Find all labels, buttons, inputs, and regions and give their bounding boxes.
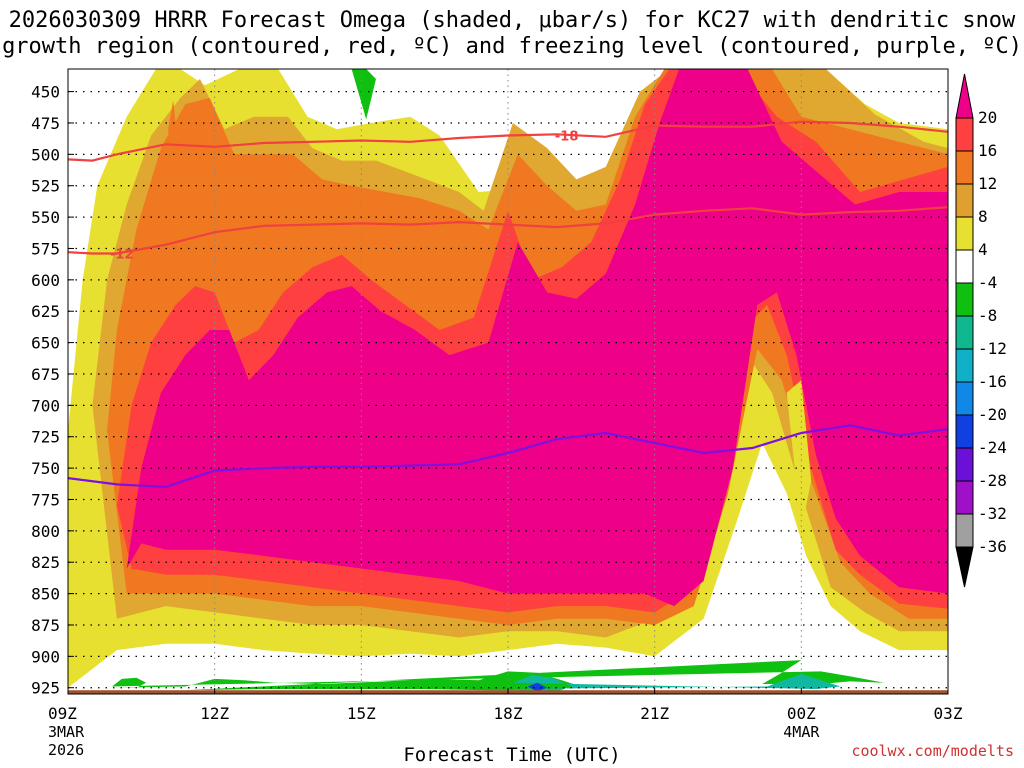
ytick-label-750: 750: [31, 459, 60, 478]
xtick-label-00Z: 00Z: [787, 704, 816, 723]
ytick-label-625: 625: [31, 302, 60, 321]
contour-label-minus-18: -18: [555, 130, 579, 145]
colorbar-box-8: [955, 348, 974, 383]
dgz-minus-12-line: [68, 206, 948, 255]
colorbar-label-13: -36: [978, 537, 1007, 556]
chart-title-line1: 2026030309 HRRR Forecast Omega (shaded, …: [8, 8, 1016, 33]
temperature-contours: -18 -12: [68, 120, 948, 489]
dgz-minus-18-line: [68, 120, 948, 162]
omega-region-6: [512, 673, 841, 693]
xtick-label-03Z: 03Z: [934, 704, 963, 723]
omega-region-4: [126, 69, 948, 607]
colorbar-top-triangle: [955, 73, 974, 119]
colorbar-label-0: 20: [978, 108, 997, 127]
ytick-label-925: 925: [31, 679, 60, 698]
ytick-label-700: 700: [31, 396, 60, 415]
xtick-label-12Z: 12Z: [200, 704, 229, 723]
ytick-label-825: 825: [31, 553, 60, 572]
xtick-sublabel-00Z: 4MAR: [783, 723, 820, 741]
colorbar-box-3: [955, 183, 974, 218]
colorbar-box-9: [955, 381, 974, 416]
x-axis-title: Forecast Time (UTC): [403, 744, 621, 766]
colorbar-label-12: -32: [978, 504, 1007, 523]
xtick-year-09Z: 2026: [48, 741, 84, 759]
colorbar-box-7: [955, 315, 974, 350]
chart-title-line2: growth region (contoured, red, ºC) and f…: [2, 34, 1022, 59]
omega-colorbar: 20 16 12 8 4 -4 -8 -12 -16 -20 -24 -28 -32 -36: [955, 73, 1007, 588]
ytick-label-600: 600: [31, 271, 60, 290]
freezing-level-line: [68, 424, 948, 489]
colorbar-box-1: [955, 117, 974, 152]
ytick-label-675: 675: [31, 365, 60, 384]
colorbar-box-5: [955, 249, 974, 284]
colorbar-label-4: 4: [978, 240, 988, 259]
xtick-label-15Z: 15Z: [347, 704, 376, 723]
ytick-label-850: 850: [31, 585, 60, 604]
xtick-label-09Z: 09Z: [48, 704, 77, 723]
omega-feature-3: [786, 380, 812, 531]
colorbar-label-10: -24: [978, 438, 1007, 457]
omega-feature-0: [351, 69, 376, 120]
omega-region-7: [527, 682, 548, 692]
colorbar-label-11: -28: [978, 471, 1007, 490]
ytick-label-725: 725: [31, 428, 60, 447]
colorbar-box-10: [955, 414, 974, 449]
omega-feature-1: [168, 100, 177, 205]
colorbar-box-6: [955, 282, 974, 317]
colorbar-box-12: [955, 480, 974, 515]
colorbar-label-7: -12: [978, 339, 1007, 358]
colorbar-label-6: -8: [978, 306, 997, 325]
colorbar-bottom-triangle: [955, 546, 974, 588]
ytick-label-650: 650: [31, 334, 60, 353]
colorbar-box-11: [955, 447, 974, 482]
colorbar-box-13: [955, 513, 974, 548]
ytick-label-800: 800: [31, 522, 60, 541]
colorbar-label-9: -20: [978, 405, 1007, 424]
xtick-label-18Z: 18Z: [494, 704, 523, 723]
ytick-label-550: 550: [31, 208, 60, 227]
source-credit: coolwx.com/modelts: [851, 742, 1014, 760]
contour-label-minus-12: -12: [110, 247, 134, 262]
ytick-label-475: 475: [31, 114, 60, 133]
colorbar-box-2: [955, 150, 974, 185]
colorbar-label-2: 12: [978, 174, 997, 193]
ytick-label-900: 900: [31, 647, 60, 666]
xtick-label-21Z: 21Z: [640, 704, 669, 723]
ytick-label-500: 500: [31, 145, 60, 164]
ytick-label-575: 575: [31, 239, 60, 258]
colorbar-label-8: -16: [978, 372, 1007, 391]
pressure-tick-labels: 450 475 500 525 550 575 600 625 650 675 700 725 750 7…: [31, 83, 74, 698]
ytick-label-775: 775: [31, 490, 60, 509]
ytick-label-450: 450: [31, 83, 60, 102]
ytick-label-875: 875: [31, 616, 60, 635]
colorbar-box-4: [955, 216, 974, 251]
colorbar-label-1: 16: [978, 141, 997, 160]
xtick-sublabel-09Z: 3MAR: [48, 723, 85, 741]
omega-region-5: [112, 660, 885, 691]
ytick-label-525: 525: [31, 177, 60, 196]
colorbar-label-3: 8: [978, 207, 988, 226]
colorbar-label-5: -4: [978, 273, 997, 292]
